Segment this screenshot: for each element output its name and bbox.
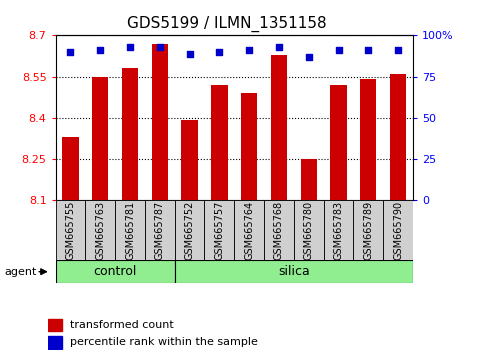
Bar [152, 44, 168, 200]
Text: silica: silica [278, 265, 310, 278]
Bar [264, 200, 294, 260]
Bar [85, 200, 115, 260]
Point [215, 49, 223, 55]
Point [185, 51, 193, 56]
Text: GDS5199 / ILMN_1351158: GDS5199 / ILMN_1351158 [127, 16, 327, 32]
Bar [271, 55, 287, 200]
Bar [300, 159, 317, 200]
Bar [204, 200, 234, 260]
Bar [234, 200, 264, 260]
Bar [92, 76, 108, 200]
Bar [390, 74, 406, 200]
Text: GSM665783: GSM665783 [333, 200, 343, 260]
Bar [62, 137, 79, 200]
Text: GSM665780: GSM665780 [304, 200, 314, 260]
Bar [175, 260, 413, 283]
Point [335, 47, 342, 53]
Bar [182, 120, 198, 200]
Bar [48, 319, 62, 331]
Bar [241, 93, 257, 200]
Text: GSM665764: GSM665764 [244, 200, 254, 260]
Text: GSM665787: GSM665787 [155, 200, 165, 260]
Point [364, 47, 372, 53]
Bar [175, 200, 204, 260]
Point [245, 47, 253, 53]
Text: GSM665763: GSM665763 [95, 200, 105, 260]
Point [305, 54, 313, 59]
Text: GSM665768: GSM665768 [274, 200, 284, 260]
Point [126, 44, 134, 50]
Bar [383, 200, 413, 260]
Text: GSM665752: GSM665752 [185, 200, 195, 260]
Text: transformed count: transformed count [70, 320, 173, 330]
Bar [330, 85, 347, 200]
Bar [324, 200, 354, 260]
Point [67, 49, 74, 55]
Text: GSM665789: GSM665789 [363, 200, 373, 260]
Text: percentile rank within the sample: percentile rank within the sample [70, 337, 257, 348]
Bar [56, 200, 85, 260]
Bar [211, 85, 227, 200]
Bar [56, 260, 175, 283]
Text: agent: agent [5, 267, 37, 277]
Point [394, 47, 402, 53]
Point [97, 47, 104, 53]
Bar [48, 336, 62, 349]
Text: GSM665790: GSM665790 [393, 200, 403, 260]
Text: GSM665755: GSM665755 [65, 200, 75, 260]
Bar [115, 200, 145, 260]
Bar [145, 200, 175, 260]
Bar [354, 200, 383, 260]
Point [275, 44, 283, 50]
Text: GSM665781: GSM665781 [125, 200, 135, 260]
Text: GSM665757: GSM665757 [214, 200, 225, 260]
Bar [360, 79, 376, 200]
Text: control: control [93, 265, 137, 278]
Bar [294, 200, 324, 260]
Point [156, 44, 164, 50]
Bar [122, 68, 138, 200]
